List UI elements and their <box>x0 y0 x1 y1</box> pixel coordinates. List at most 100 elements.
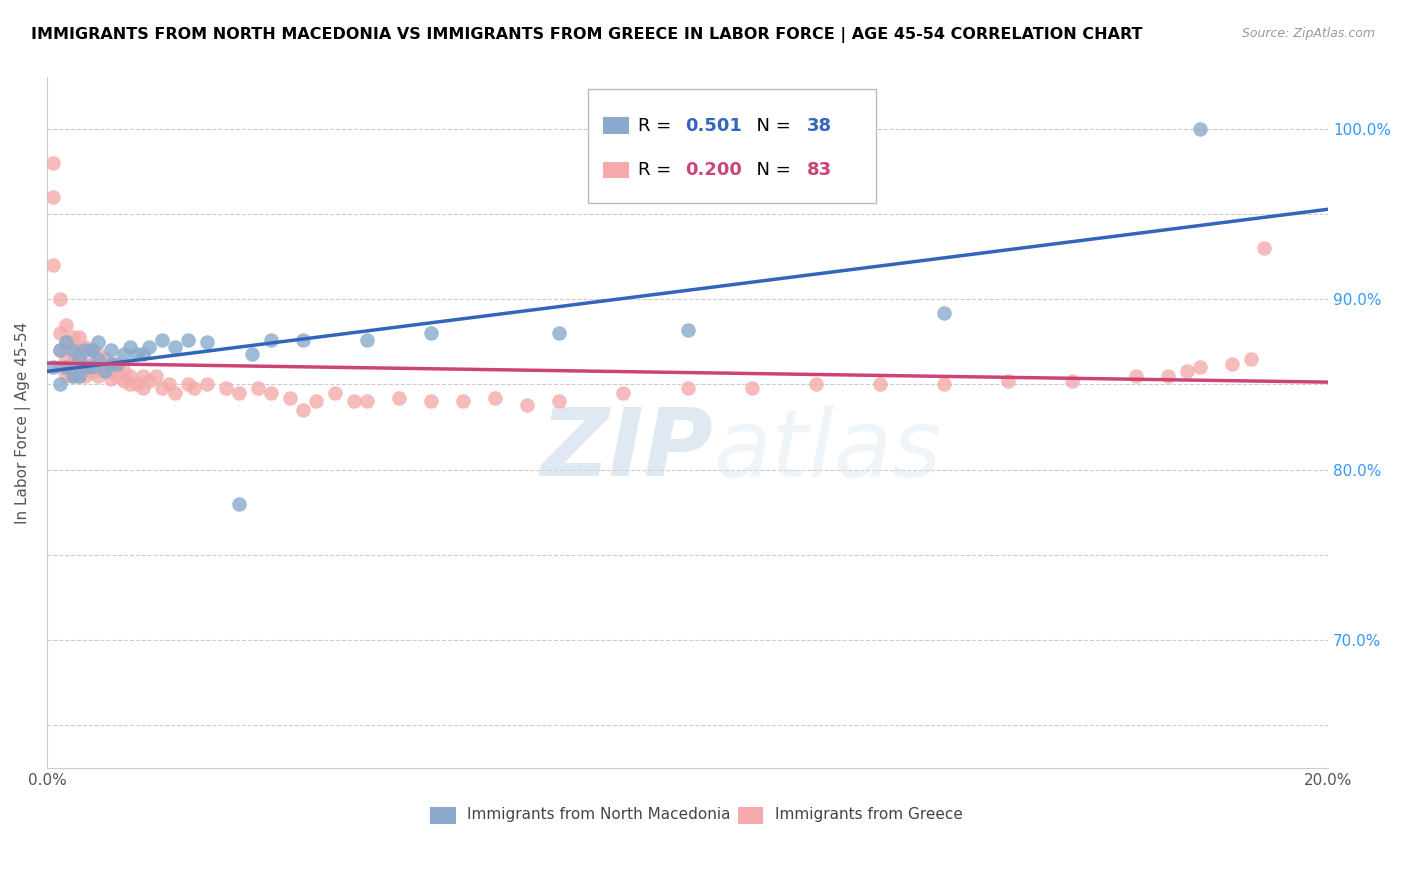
Point <box>741 381 763 395</box>
FancyBboxPatch shape <box>588 89 876 203</box>
Point <box>55 334 77 349</box>
Point <box>67 351 90 366</box>
Point <box>260 333 283 347</box>
Text: Immigrants from Greece: Immigrants from Greece <box>775 807 963 822</box>
Point <box>453 394 475 409</box>
FancyBboxPatch shape <box>430 807 456 824</box>
Point <box>138 340 160 354</box>
Point <box>292 333 315 347</box>
FancyBboxPatch shape <box>738 807 763 824</box>
Point <box>75 368 97 383</box>
Point <box>150 333 173 347</box>
Point <box>112 374 135 388</box>
Point <box>1175 364 1198 378</box>
Point <box>420 326 443 340</box>
Point <box>87 346 110 360</box>
Point <box>388 391 411 405</box>
Point <box>356 333 378 347</box>
Text: N =: N = <box>745 161 797 179</box>
Text: 0.501: 0.501 <box>685 117 742 135</box>
Point <box>100 357 122 371</box>
Point <box>932 377 955 392</box>
Point <box>55 351 77 366</box>
Point <box>55 334 77 349</box>
Point <box>75 357 97 371</box>
Point <box>107 357 129 371</box>
Point <box>80 343 103 358</box>
Y-axis label: In Labor Force | Age 45-54: In Labor Force | Age 45-54 <box>15 321 31 524</box>
Point <box>1157 368 1180 383</box>
Text: 38: 38 <box>807 117 832 135</box>
Point <box>165 385 187 400</box>
Point <box>260 385 283 400</box>
Point <box>67 329 90 343</box>
Text: atlas: atlas <box>713 405 942 496</box>
Point <box>932 306 955 320</box>
Point <box>112 346 135 360</box>
Point <box>49 326 72 340</box>
Point <box>869 377 891 392</box>
Point <box>138 374 160 388</box>
Point <box>120 340 142 354</box>
Point <box>49 292 72 306</box>
Point <box>87 334 110 349</box>
Point <box>1220 357 1243 371</box>
Point <box>195 334 218 349</box>
Text: N =: N = <box>745 117 797 135</box>
Point <box>247 381 270 395</box>
Point <box>67 368 90 383</box>
Point <box>93 364 115 378</box>
Point <box>132 381 155 395</box>
Point <box>93 364 115 378</box>
Text: IMMIGRANTS FROM NORTH MACEDONIA VS IMMIGRANTS FROM GREECE IN LABOR FORCE | AGE 4: IMMIGRANTS FROM NORTH MACEDONIA VS IMMIG… <box>31 27 1143 43</box>
Point <box>157 377 180 392</box>
Point <box>87 351 110 366</box>
Point <box>112 364 135 378</box>
FancyBboxPatch shape <box>603 118 628 134</box>
Point <box>305 394 328 409</box>
Point <box>195 377 218 392</box>
Point <box>150 381 173 395</box>
Point <box>215 381 238 395</box>
Point <box>120 377 142 392</box>
Point <box>228 385 250 400</box>
Point <box>49 360 72 375</box>
Point <box>80 357 103 371</box>
Point <box>1060 374 1083 388</box>
Point <box>75 360 97 375</box>
Point <box>240 346 263 360</box>
Point <box>62 346 84 360</box>
Point <box>132 368 155 383</box>
Point <box>55 318 77 332</box>
Point <box>42 258 65 272</box>
Point <box>67 360 90 375</box>
Point <box>75 340 97 354</box>
Point <box>80 365 103 379</box>
Point <box>62 343 84 358</box>
Point <box>548 394 571 409</box>
Point <box>55 360 77 375</box>
Point <box>145 368 167 383</box>
Point <box>93 351 115 366</box>
Point <box>120 368 142 383</box>
Point <box>1189 121 1212 136</box>
Point <box>80 360 103 375</box>
Point <box>165 340 187 354</box>
Point <box>125 346 148 360</box>
Point <box>107 360 129 375</box>
Point <box>1189 360 1212 375</box>
Point <box>356 394 378 409</box>
Point <box>548 326 571 340</box>
Text: 83: 83 <box>807 161 832 179</box>
Point <box>100 357 122 371</box>
Point <box>67 351 90 366</box>
Point <box>100 372 122 386</box>
Point <box>343 394 366 409</box>
Point <box>1125 368 1147 383</box>
Point <box>62 368 84 383</box>
Point <box>42 360 65 375</box>
Point <box>183 381 205 395</box>
Point <box>42 190 65 204</box>
Point <box>100 364 122 378</box>
Point <box>323 385 346 400</box>
